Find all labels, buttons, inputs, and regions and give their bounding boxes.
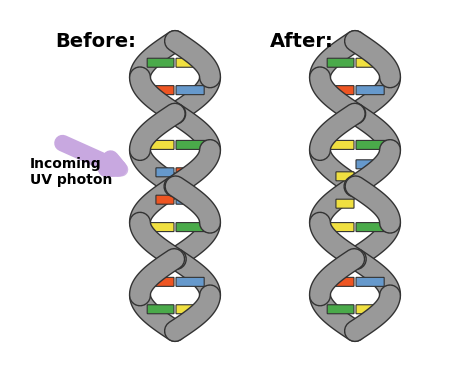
FancyBboxPatch shape <box>327 305 354 314</box>
FancyBboxPatch shape <box>176 58 203 67</box>
FancyBboxPatch shape <box>356 160 374 169</box>
FancyBboxPatch shape <box>356 140 389 150</box>
FancyBboxPatch shape <box>176 278 204 286</box>
FancyBboxPatch shape <box>147 305 174 314</box>
FancyBboxPatch shape <box>336 199 354 208</box>
FancyBboxPatch shape <box>349 250 354 259</box>
FancyBboxPatch shape <box>327 58 354 67</box>
FancyBboxPatch shape <box>356 250 361 259</box>
FancyBboxPatch shape <box>156 168 174 177</box>
FancyBboxPatch shape <box>356 278 384 286</box>
FancyBboxPatch shape <box>321 140 354 150</box>
FancyBboxPatch shape <box>156 195 174 204</box>
Text: Before:: Before: <box>55 32 136 51</box>
FancyBboxPatch shape <box>356 305 383 314</box>
FancyBboxPatch shape <box>141 222 174 232</box>
FancyBboxPatch shape <box>321 222 354 232</box>
FancyBboxPatch shape <box>176 250 180 259</box>
FancyArrowPatch shape <box>62 143 121 170</box>
FancyBboxPatch shape <box>176 140 209 150</box>
FancyBboxPatch shape <box>176 305 203 314</box>
FancyBboxPatch shape <box>176 222 209 232</box>
Text: After:: After: <box>270 32 334 51</box>
FancyBboxPatch shape <box>176 86 204 94</box>
FancyBboxPatch shape <box>176 195 194 204</box>
FancyBboxPatch shape <box>326 86 354 94</box>
FancyBboxPatch shape <box>356 222 389 232</box>
FancyBboxPatch shape <box>146 86 174 94</box>
FancyBboxPatch shape <box>326 278 354 286</box>
FancyBboxPatch shape <box>356 187 374 196</box>
FancyBboxPatch shape <box>356 58 383 67</box>
FancyBboxPatch shape <box>169 250 174 259</box>
FancyBboxPatch shape <box>147 58 174 67</box>
Text: Incoming
UV photon: Incoming UV photon <box>30 157 112 187</box>
FancyBboxPatch shape <box>141 140 174 150</box>
FancyBboxPatch shape <box>146 278 174 286</box>
FancyBboxPatch shape <box>356 86 384 94</box>
FancyBboxPatch shape <box>176 168 194 177</box>
FancyBboxPatch shape <box>336 172 354 181</box>
